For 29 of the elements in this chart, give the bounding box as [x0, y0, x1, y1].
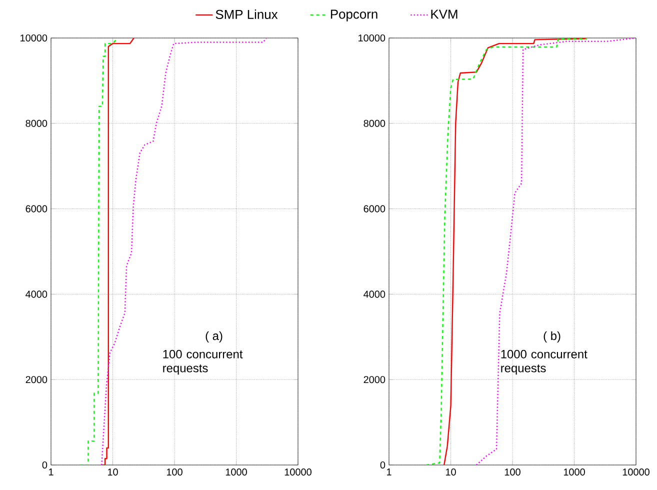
legend-label: SMP Linux	[216, 9, 278, 20]
x-tick-label: 10	[108, 468, 118, 476]
x-tick-label: 1	[48, 468, 54, 476]
y-tick-label: 4000	[26, 290, 48, 298]
x-tick-label: 1000	[226, 468, 247, 476]
x-tick-label: 1000	[564, 468, 585, 476]
y-tick-label: 2000	[26, 376, 48, 384]
y-tick-label: 10000	[20, 34, 48, 42]
x-tick-label: 100	[166, 468, 182, 476]
y-tick-label: 4000	[364, 290, 386, 298]
y-tick-label: 8000	[26, 120, 48, 127]
y-tick-label: 0	[42, 461, 48, 469]
y-tick-label: 2000	[364, 376, 386, 384]
x-tick-label: 100	[504, 468, 520, 476]
annotation: ( a)	[206, 331, 222, 342]
x-tick-label: 10	[446, 468, 456, 476]
y-tick-label: 0	[380, 461, 386, 469]
y-tick-label: 10000	[358, 34, 386, 42]
x-tick-label: 1	[387, 468, 392, 476]
y-tick-label: 6000	[364, 205, 386, 212]
annotation: 1000 concurrent requests	[501, 350, 588, 375]
x-tick-label: 10000	[284, 468, 312, 476]
annotation: 100 concurrent requests	[163, 350, 243, 375]
y-tick-label: 6000	[26, 205, 48, 212]
legend-label: KVM	[431, 10, 458, 19]
y-tick-label: 8000	[364, 120, 386, 127]
annotation: ( b)	[544, 331, 560, 342]
x-tick-label: 10000	[622, 468, 650, 476]
legend-label: Popcorn	[330, 10, 378, 22]
